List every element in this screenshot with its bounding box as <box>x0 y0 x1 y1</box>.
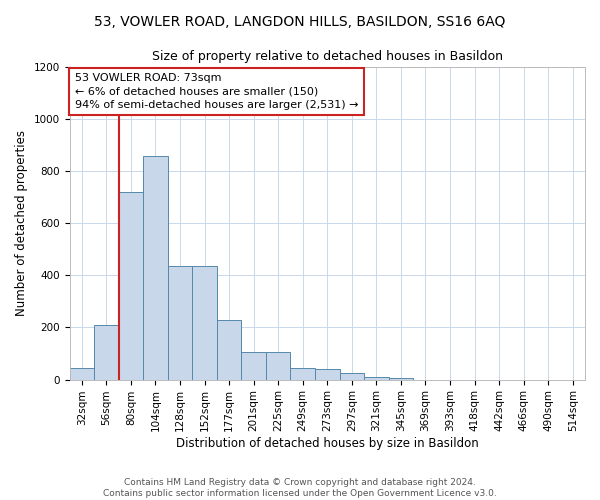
X-axis label: Distribution of detached houses by size in Basildon: Distribution of detached houses by size … <box>176 437 479 450</box>
Bar <box>340 373 364 380</box>
Bar <box>168 266 192 380</box>
Bar <box>389 378 413 380</box>
Bar <box>192 266 217 380</box>
Bar <box>94 325 119 380</box>
Y-axis label: Number of detached properties: Number of detached properties <box>15 130 28 316</box>
Bar <box>266 352 290 380</box>
Bar <box>315 369 340 380</box>
Bar <box>364 377 389 380</box>
Bar <box>70 368 94 380</box>
Text: Contains HM Land Registry data © Crown copyright and database right 2024.
Contai: Contains HM Land Registry data © Crown c… <box>103 478 497 498</box>
Text: 53 VOWLER ROAD: 73sqm
← 6% of detached houses are smaller (150)
94% of semi-deta: 53 VOWLER ROAD: 73sqm ← 6% of detached h… <box>74 73 358 110</box>
Bar <box>119 192 143 380</box>
Bar <box>241 352 266 380</box>
Title: Size of property relative to detached houses in Basildon: Size of property relative to detached ho… <box>152 50 503 63</box>
Text: 53, VOWLER ROAD, LANGDON HILLS, BASILDON, SS16 6AQ: 53, VOWLER ROAD, LANGDON HILLS, BASILDON… <box>94 15 506 29</box>
Bar <box>217 320 241 380</box>
Bar <box>290 368 315 380</box>
Bar <box>143 156 168 380</box>
